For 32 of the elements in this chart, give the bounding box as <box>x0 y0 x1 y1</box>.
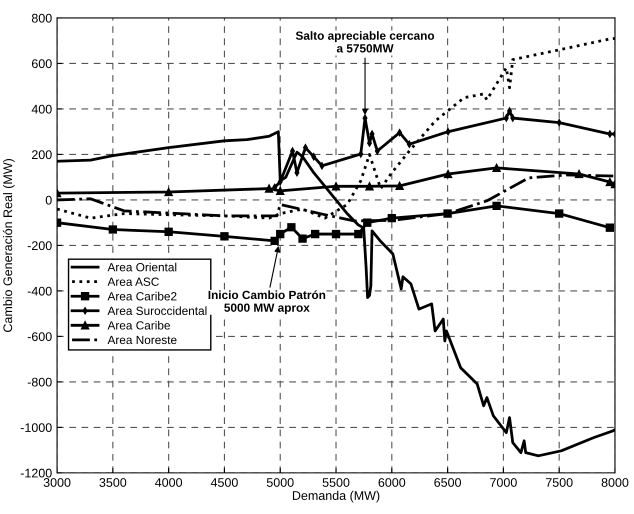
y-tick-label: 600 <box>32 59 52 68</box>
y-tick-label: -200 <box>28 241 52 250</box>
x-tick-label: 7000 <box>490 478 517 487</box>
y-tick-label: -1000 <box>20 423 52 432</box>
y-axis-title: Cambio Generación Real (MW) <box>2 159 15 332</box>
annotation: Inicio Cambio Patrón 5000 MW aprox <box>208 290 326 314</box>
y-tick-label: -400 <box>28 286 52 296</box>
y-tick-label: 200 <box>32 150 52 160</box>
x-tick-label: 3500 <box>99 478 126 487</box>
legend-label: Area Caribe2 <box>108 292 176 300</box>
x-tick-label: 6000 <box>378 478 406 487</box>
y-tick-label: 800 <box>32 14 52 23</box>
x-tick-label: 6500 <box>434 478 462 487</box>
annotation: Salto apreciable cercano a 5750MW <box>296 31 434 53</box>
x-tick-label: 7500 <box>546 478 573 487</box>
x-axis-title: Demanda (MW) <box>292 490 380 502</box>
legend-label: Area ASC <box>108 278 159 286</box>
y-tick-label: -1200 <box>20 468 52 478</box>
legend-label: Area Oriental <box>108 262 176 272</box>
x-tick-label: 5000 <box>266 478 294 487</box>
y-tick-label: 0 <box>46 196 52 205</box>
legend-label: Area Caribe <box>108 320 170 330</box>
y-tick-label: -800 <box>28 378 52 387</box>
x-tick-label: 8000 <box>602 478 628 487</box>
x-tick-label: 3000 <box>44 478 70 487</box>
x-tick-label: 4000 <box>155 478 182 487</box>
y-tick-label: -600 <box>28 332 52 342</box>
x-tick-label: 4500 <box>210 478 238 487</box>
legend-label: Area Noreste <box>108 336 177 344</box>
legend-label: Area Suroccidental <box>108 306 206 316</box>
x-tick-label: 5500 <box>322 478 350 487</box>
y-tick-label: 400 <box>32 104 52 114</box>
